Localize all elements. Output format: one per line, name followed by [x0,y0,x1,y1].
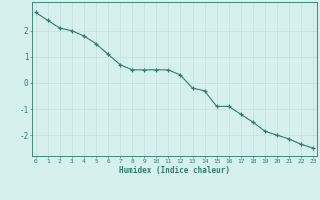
X-axis label: Humidex (Indice chaleur): Humidex (Indice chaleur) [119,166,230,175]
